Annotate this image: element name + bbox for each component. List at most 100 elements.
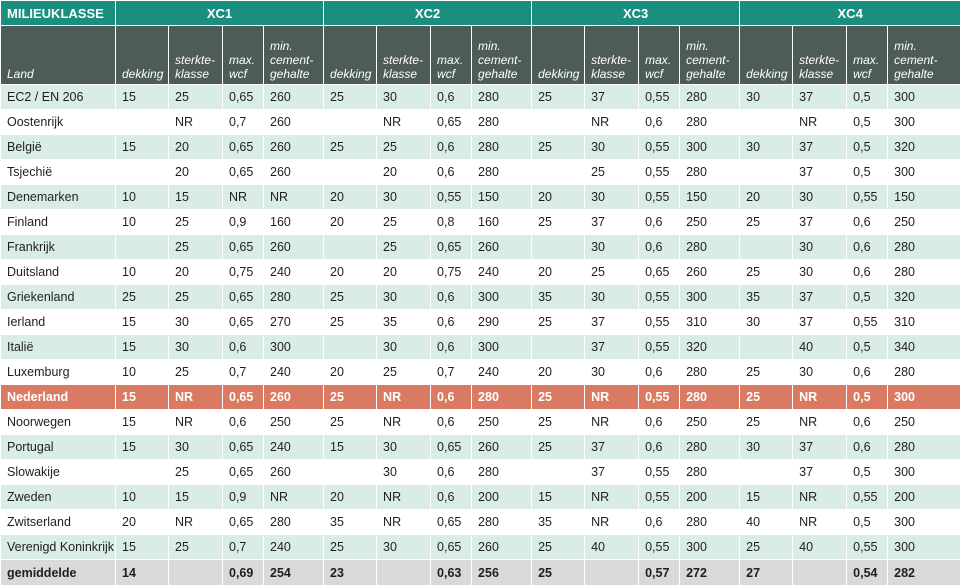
land-cell: Slowakije xyxy=(1,460,116,485)
value-cell: 200 xyxy=(888,485,960,510)
value-cell: 25 xyxy=(169,210,223,235)
value-cell: 20 xyxy=(324,185,377,210)
value-cell: 310 xyxy=(680,310,740,335)
value-cell: 35 xyxy=(324,510,377,535)
value-cell: 0,7 xyxy=(223,110,264,135)
value-cell: 37 xyxy=(585,310,639,335)
value-cell: 300 xyxy=(472,335,532,360)
value-cell xyxy=(740,160,793,185)
value-cell: 30 xyxy=(585,360,639,385)
value-cell: 300 xyxy=(888,510,960,535)
value-cell: 0,65 xyxy=(431,110,472,135)
value-cell: 0,65 xyxy=(639,260,680,285)
value-cell: NR xyxy=(169,385,223,410)
value-cell: 0,6 xyxy=(431,160,472,185)
value-cell xyxy=(324,335,377,360)
sub-header-min-cementgehalte: min.cement-gehalte xyxy=(264,26,324,85)
value-cell: 280 xyxy=(264,285,324,310)
value-cell xyxy=(324,110,377,135)
value-cell: 0,5 xyxy=(847,385,888,410)
value-cell: 280 xyxy=(472,135,532,160)
value-cell: 0,9 xyxy=(223,485,264,510)
value-cell: 0,6 xyxy=(431,460,472,485)
value-cell: 250 xyxy=(680,410,740,435)
value-cell: 0,5 xyxy=(847,110,888,135)
value-cell: NR xyxy=(793,485,847,510)
land-cell: Tsjechië xyxy=(1,160,116,185)
value-cell: NR xyxy=(585,485,639,510)
value-cell: 280 xyxy=(472,510,532,535)
value-cell: 25 xyxy=(740,360,793,385)
value-cell: 25 xyxy=(169,360,223,385)
value-cell: NR xyxy=(377,485,431,510)
value-cell: 20 xyxy=(377,260,431,285)
value-cell: 35 xyxy=(532,510,585,535)
value-cell: 240 xyxy=(264,435,324,460)
value-cell: 0,55 xyxy=(639,535,680,560)
land-cell: Griekenland xyxy=(1,285,116,310)
value-cell: 300 xyxy=(680,535,740,560)
value-cell: 280 xyxy=(680,235,740,260)
value-cell: NR xyxy=(585,110,639,135)
value-cell: 25 xyxy=(532,210,585,235)
value-cell: NR xyxy=(793,510,847,535)
value-cell: 25 xyxy=(169,85,223,110)
value-cell: 37 xyxy=(793,135,847,160)
sub-header-sterkteklasse: sterkte-klasse xyxy=(793,26,847,85)
value-cell: 250 xyxy=(888,410,960,435)
value-cell xyxy=(116,110,169,135)
value-cell: 15 xyxy=(324,435,377,460)
value-cell: 25 xyxy=(532,135,585,160)
value-cell: 0,65 xyxy=(223,160,264,185)
value-cell: 25 xyxy=(169,235,223,260)
value-cell: NR xyxy=(585,385,639,410)
value-cell: 25 xyxy=(324,310,377,335)
sub-header-min-cementgehalte: min.cement-gehalte xyxy=(680,26,740,85)
value-cell: 0,65 xyxy=(223,310,264,335)
value-cell: 20 xyxy=(740,185,793,210)
value-cell: 0,6 xyxy=(639,360,680,385)
sub-header-dekking: dekking xyxy=(740,26,793,85)
value-cell: 30 xyxy=(740,435,793,460)
value-cell: NR xyxy=(585,510,639,535)
value-cell: 280 xyxy=(680,85,740,110)
land-cell: België xyxy=(1,135,116,160)
value-cell: 0,65 xyxy=(223,135,264,160)
land-cell: Frankrijk xyxy=(1,235,116,260)
value-cell: 30 xyxy=(793,260,847,285)
value-cell: 30 xyxy=(377,460,431,485)
value-cell: 37 xyxy=(585,210,639,235)
value-cell: 37 xyxy=(585,335,639,360)
value-cell: 0,55 xyxy=(847,310,888,335)
value-cell: 0,65 xyxy=(223,435,264,460)
value-cell: 15 xyxy=(116,85,169,110)
value-cell: NR xyxy=(793,385,847,410)
value-cell: 0,65 xyxy=(223,85,264,110)
value-cell: 260 xyxy=(264,135,324,160)
sub-header-max-wcf: max.wcf xyxy=(639,26,680,85)
value-cell: 0,65 xyxy=(431,510,472,535)
value-cell: 0,55 xyxy=(639,485,680,510)
value-cell: 10 xyxy=(116,485,169,510)
value-cell: 300 xyxy=(888,85,960,110)
value-cell xyxy=(116,160,169,185)
value-cell: 0,6 xyxy=(639,235,680,260)
sub-header-min-cementgehalte: min.cement-gehalte xyxy=(888,26,960,85)
value-cell xyxy=(324,160,377,185)
value-cell xyxy=(324,235,377,260)
value-cell xyxy=(532,235,585,260)
value-cell: 30 xyxy=(585,135,639,160)
value-cell: 15 xyxy=(116,410,169,435)
value-cell: 280 xyxy=(680,160,740,185)
value-cell: 10 xyxy=(116,360,169,385)
value-cell: 0,55 xyxy=(847,485,888,510)
land-cell: Italië xyxy=(1,335,116,360)
value-cell: 25 xyxy=(532,310,585,335)
sub-header-min-cementgehalte: min.cement-gehalte xyxy=(472,26,532,85)
value-cell: 240 xyxy=(264,260,324,285)
value-cell: 15 xyxy=(116,385,169,410)
